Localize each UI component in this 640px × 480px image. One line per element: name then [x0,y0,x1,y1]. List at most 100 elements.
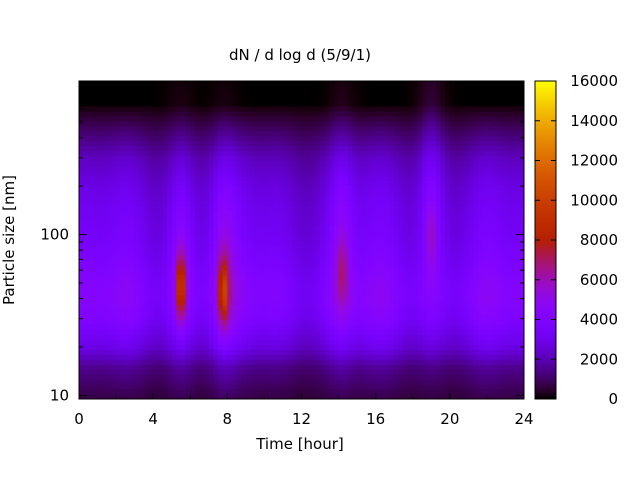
heatmap-cell [106,319,113,326]
heatmap-cell [338,125,344,132]
heatmap-cell [92,279,99,286]
heatmap-cell [412,95,418,102]
heatmap-cell [422,240,428,246]
heatmap-cell [338,344,344,350]
heatmap-cell [231,140,238,147]
heatmap-cell [282,304,289,311]
heatmap-cell [333,334,340,340]
heatmap-cell [417,384,423,390]
heatmap-cell [157,364,164,370]
heatmap-cell [440,394,446,399]
heatmap-cell [320,294,326,301]
heatmap-cell [287,289,293,296]
heatmap-cell [255,374,261,380]
heatmap-cell [176,135,182,142]
heatmap-cell [250,120,256,127]
heatmap-cell [106,125,113,132]
heatmap-cell [333,160,340,167]
heatmap-cell [426,349,432,355]
heatmap-cell [320,389,326,395]
heatmap-cell [213,205,219,211]
heatmap-cell [273,160,279,167]
heatmap-cell [398,259,405,266]
heatmap-cell [306,100,312,107]
heatmap-cell [343,240,349,246]
heatmap-cell [204,334,210,340]
heatmap-cell [176,274,182,281]
heatmap-cell [102,369,108,375]
heatmap-cell [102,279,108,286]
heatmap-cell [435,394,442,399]
heatmap-cell [394,150,400,157]
heatmap-cell [357,284,363,291]
heatmap-cell [79,269,85,276]
heatmap-cell [162,165,168,172]
heatmap-cell [157,324,164,331]
heatmap-cell [282,195,289,201]
heatmap-cell [162,125,168,132]
heatmap-cell [199,244,205,251]
heatmap-cell [213,115,219,122]
heatmap-cell [296,314,303,321]
heatmap-cell [361,374,367,380]
heatmap-cell [162,309,168,316]
heatmap-cell [241,240,247,246]
heatmap-cell [338,314,344,321]
heatmap-cell [366,354,372,360]
heatmap-cell [134,334,140,340]
heatmap-cell [371,304,377,311]
heatmap-cell [306,359,312,365]
heatmap-cell [167,309,173,316]
heatmap-cell [106,160,113,167]
heatmap-cell [245,264,252,271]
heatmap-cell [255,284,261,291]
heatmap-cell [106,130,113,137]
heatmap-cell [129,269,136,276]
heatmap-cell [222,200,228,206]
heatmap-cell [273,210,279,216]
heatmap-cell [333,364,340,370]
heatmap-cell [250,125,256,132]
heatmap-cell [79,170,85,177]
heatmap-cell [102,344,108,350]
heatmap-cell [180,95,187,102]
heatmap-cell [259,294,266,301]
heatmap-cell [208,195,215,201]
heatmap-cell [287,125,293,132]
heatmap-cell [352,215,358,221]
heatmap-cell [143,205,150,211]
heatmap-cell [199,344,205,350]
heatmap-cell [375,359,381,365]
heatmap-cell [389,185,395,191]
heatmap-cell [380,235,386,241]
heatmap-cell [282,140,289,147]
heatmap-cell [282,289,289,296]
heatmap-cell [375,81,381,87]
heatmap-cell [380,334,386,340]
heatmap-cell [357,240,363,246]
heatmap-cell [194,319,201,326]
heatmap-cell [111,175,117,181]
heatmap-cell [111,135,117,142]
heatmap-cell [324,329,330,336]
heatmap-cell [167,389,173,395]
heatmap-cell [282,230,289,236]
heatmap-cell [435,244,442,251]
heatmap-cell [125,220,131,226]
heatmap-cell [292,145,298,152]
heatmap-cell [125,140,131,147]
heatmap-cell [79,205,85,211]
heatmap-cell [245,175,252,181]
heatmap-cell [310,115,317,122]
heatmap-cell [282,389,289,395]
heatmap-cell [102,254,108,261]
heatmap-cell [83,90,89,97]
heatmap-cell [190,329,196,336]
heatmap-cell [213,249,219,256]
heatmap-cell [264,339,270,345]
heatmap-cell [347,240,354,246]
heatmap-cell [148,165,154,172]
heatmap-cell [194,379,201,385]
heatmap-cell [194,170,201,177]
heatmap-cell [162,394,168,399]
